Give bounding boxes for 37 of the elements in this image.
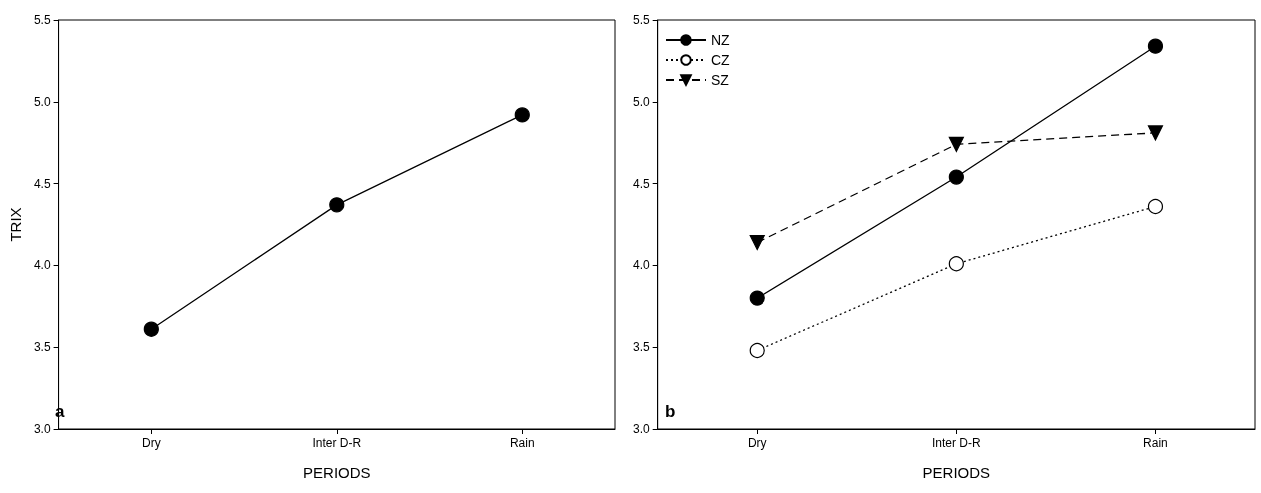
y-tick-label: 4.0 [33,258,51,273]
y-tick-label: 4.0 [632,258,650,273]
point [1147,198,1164,215]
y-tick-label: 5.5 [33,13,51,27]
point [514,107,530,123]
x-tick-label: Rain [509,436,535,450]
point [1147,38,1164,54]
x-tick-label: Dry [747,436,767,450]
y-tick-label: 4.5 [632,176,650,191]
point [143,321,159,337]
point [1147,125,1164,141]
x-tick-label: Rain [1143,436,1168,450]
y-tick-label: 5.0 [632,94,650,109]
y-tick-label: 5.5 [632,13,650,27]
point [749,234,765,251]
y-tick-label: 3.5 [632,340,650,355]
y-axis-title: TRIX [7,207,24,242]
x-tick-label: Dry [141,436,161,450]
y-tick-label: 5.0 [33,94,51,109]
y-tick-label: 3.0 [33,422,51,436]
point [948,136,964,152]
legend-label: CZ [711,52,731,68]
point [329,197,345,213]
point [948,256,964,272]
x-axis-title: PERIODS [303,464,371,481]
x-tick-label: Inter D-R [932,436,981,450]
y-tick-label: 3.0 [632,422,650,436]
text: b [665,402,676,421]
point [948,169,964,185]
point [749,290,765,306]
legend-label: SZ [711,72,730,88]
x-tick-label: Inter D-R [312,436,362,450]
y-tick-label: 4.5 [33,176,51,191]
point [749,342,765,359]
y-tick-label: 3.5 [33,340,51,355]
x-axis-title: PERIODS [922,464,991,481]
legend-label: NZ [711,32,731,48]
